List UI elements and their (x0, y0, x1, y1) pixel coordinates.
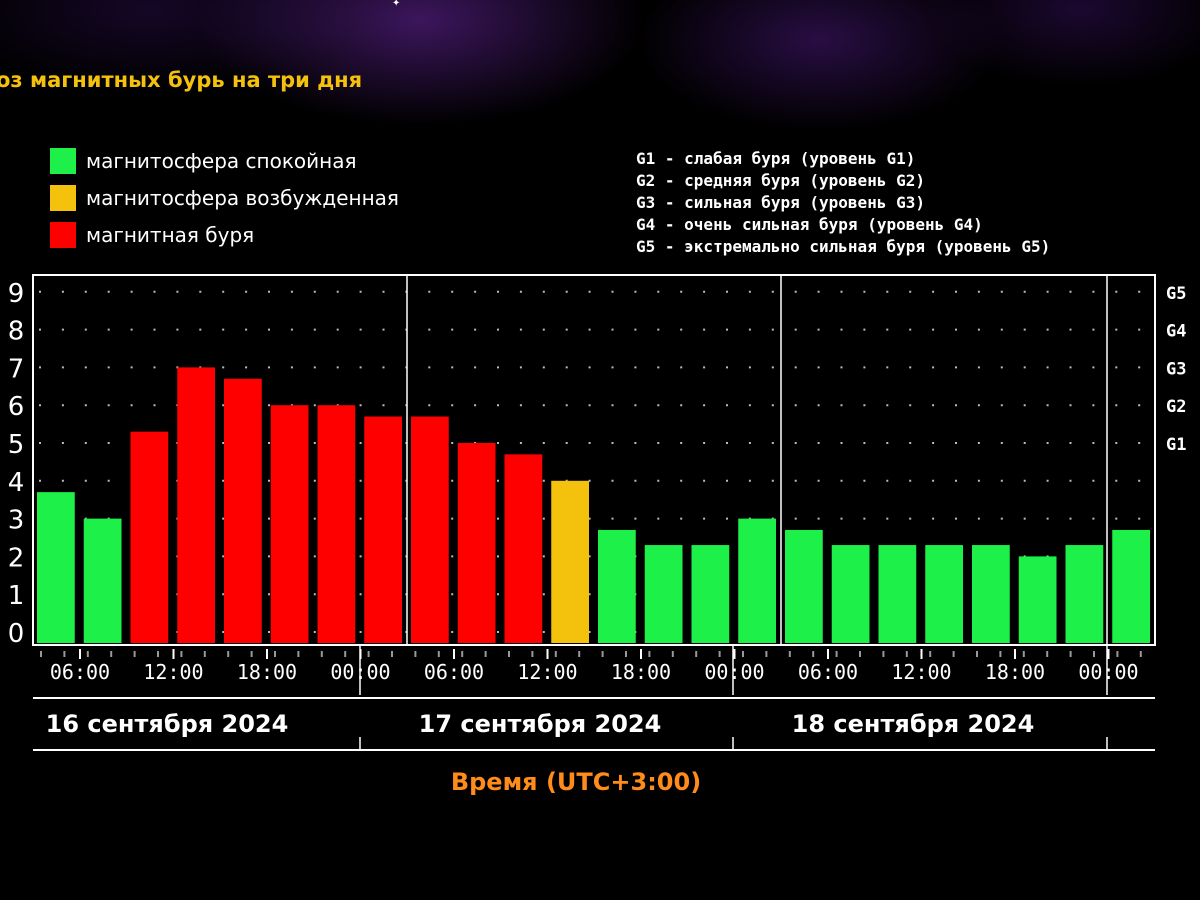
y-tick-label: 1 (8, 581, 25, 611)
y-tick-label: 7 (8, 354, 25, 384)
legend-item-quiet: магнитосфера спокойная (50, 148, 357, 174)
y-tick-label: 8 (8, 317, 25, 347)
g-legend-line: G4 - очень сильная буря (уровень G4) (636, 215, 983, 234)
y-tick-label: 0 (8, 619, 25, 649)
x-tick-label: 18:00 (611, 660, 671, 684)
bar (411, 416, 449, 643)
y-tick-label: 5 (8, 430, 25, 460)
bar (37, 492, 75, 643)
g-level-label: G4 (1166, 322, 1186, 342)
day-label: 16 сентября 2024 (46, 710, 289, 738)
g-level-label: G1 (1166, 435, 1186, 455)
x-tick-label: 00:00 (704, 660, 764, 684)
x-tick-label: 12:00 (143, 660, 203, 684)
g-legend-line: G3 - сильная буря (уровень G3) (636, 193, 925, 212)
legend-item-storm: магнитная буря (50, 222, 254, 248)
x-tick-label: 18:00 (985, 660, 1045, 684)
g-level-label: G3 (1166, 359, 1186, 379)
legend-swatch-storm (50, 222, 76, 248)
bar (831, 545, 870, 643)
day-label: 17 сентября 2024 (419, 710, 662, 738)
legend-swatch-active (50, 185, 76, 211)
g-level-label: G5 (1166, 284, 1186, 304)
x-tick-label: 06:00 (798, 660, 858, 684)
y-tick-label: 3 (8, 506, 25, 536)
bar (785, 529, 823, 643)
y-tick-label: 6 (8, 392, 25, 422)
bar (317, 405, 356, 643)
bar (1065, 545, 1104, 643)
bar (925, 545, 963, 643)
y-tick-label: 2 (8, 543, 25, 573)
star-icon: ✦ (392, 0, 401, 9)
bar (130, 431, 169, 643)
legend-label: магнитосфера спокойная (86, 149, 357, 173)
bar (177, 367, 215, 643)
x-tick-label: 06:00 (424, 660, 484, 684)
day-label: 18 сентября 2024 (792, 710, 1035, 738)
legend-label: магнитная буря (86, 223, 255, 247)
x-tick-label: 00:00 (1078, 660, 1138, 684)
x-tick-label: 18:00 (237, 660, 297, 684)
bar (83, 518, 122, 643)
bar (457, 443, 496, 643)
x-axis-title: Время (UTC+3:00) (450, 768, 702, 796)
g-legend-line: G2 - средняя буря (уровень G2) (636, 171, 925, 190)
bar (1018, 556, 1057, 643)
legend-swatch-quiet (50, 148, 76, 174)
bar (691, 545, 730, 643)
g-scale-legend: G1 - слабая буря (уровень G1) G2 - средн… (636, 148, 1050, 258)
bar (1112, 529, 1150, 643)
g-level-label: G2 (1166, 397, 1186, 417)
x-tick-label: 06:00 (50, 660, 110, 684)
g-legend-line: G1 - слабая буря (уровень G1) (636, 149, 916, 168)
x-tick-label: 12:00 (891, 660, 951, 684)
x-tick-label: 12:00 (517, 660, 577, 684)
legend-label: магнитосфера возбужденная (86, 186, 399, 210)
bar (551, 480, 589, 643)
y-tick-label: 4 (8, 468, 25, 498)
bar (644, 545, 683, 643)
y-tick-label: 9 (8, 279, 25, 309)
plot-frame (32, 274, 1156, 646)
bar (598, 529, 636, 643)
bar (224, 378, 262, 643)
bar (364, 416, 402, 643)
page-title: оз магнитных бурь на три дня (0, 68, 363, 92)
g-legend-line: G5 - экстремально сильная буря (уровень … (636, 237, 1051, 256)
bar (738, 518, 776, 643)
bar (972, 545, 1010, 643)
legend-item-active: магнитосфера возбужденная (50, 185, 399, 211)
bar (270, 405, 309, 643)
bar (878, 545, 917, 643)
bar (504, 454, 543, 643)
